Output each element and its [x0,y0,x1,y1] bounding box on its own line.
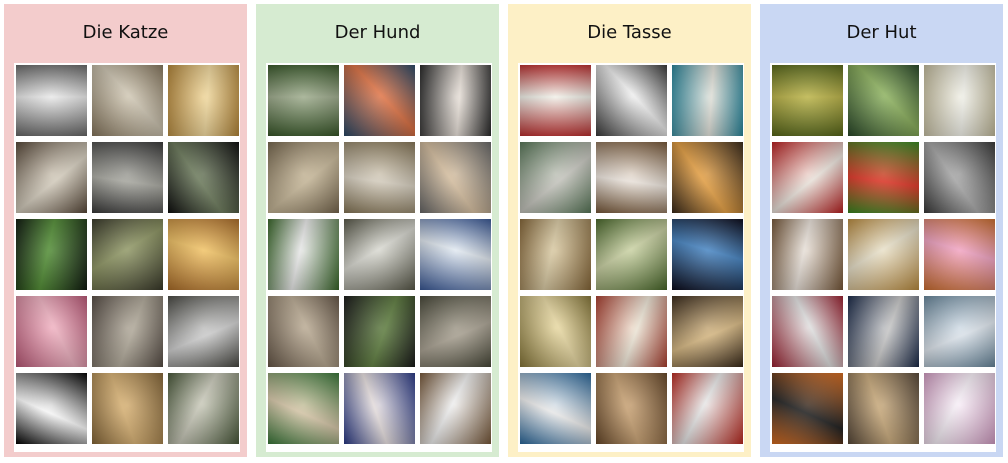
image-grid [520,65,743,444]
hat-photo [848,65,919,136]
hat-photo [772,142,843,213]
cat-photo [92,373,163,444]
cat-photo [16,373,87,444]
cat-photo [168,373,239,444]
hat-photo [848,373,919,444]
cat-photo [16,296,87,367]
dog-photo [420,65,491,136]
panel-hund: Der Hund [256,4,499,457]
cat-photo [168,65,239,136]
cup-photo [596,142,667,213]
cup-photo [596,296,667,367]
cup-photo [520,296,591,367]
cat-photo [168,219,239,290]
hat-photo [772,373,843,444]
panel-title: Die Katze [82,22,169,43]
hat-photo [772,219,843,290]
cup-photo [520,373,591,444]
cat-photo [16,142,87,213]
panel-katze: Die Katze [4,4,247,457]
hat-photo [924,373,995,444]
dog-photo [268,142,339,213]
cup-photo [596,219,667,290]
dog-photo [344,219,415,290]
panel-tasse: Die Tasse [508,4,751,457]
hat-photo [848,219,919,290]
cat-photo [168,296,239,367]
hat-photo [848,296,919,367]
dog-photo [268,296,339,367]
dog-photo [344,142,415,213]
cat-photo [92,296,163,367]
hat-photo [924,65,995,136]
cat-photo [92,142,163,213]
cup-photo [672,65,743,136]
hat-photo [848,142,919,213]
hat-photo [924,219,995,290]
hat-photo [924,296,995,367]
cup-photo [596,65,667,136]
dog-photo [344,296,415,367]
panel-title: Die Tasse [587,22,672,43]
panel-title: Der Hut [846,22,917,43]
cup-photo [520,219,591,290]
cup-photo [596,373,667,444]
dog-photo [420,296,491,367]
cup-photo [672,296,743,367]
dog-photo [268,219,339,290]
cat-photo [92,219,163,290]
dog-photo [268,373,339,444]
cat-photo [16,65,87,136]
cat-photo [16,219,87,290]
image-grid [268,65,491,444]
dog-photo [420,142,491,213]
dog-photo [344,65,415,136]
hat-photo [772,296,843,367]
dog-photo [268,65,339,136]
hat-photo [772,65,843,136]
dog-photo [420,373,491,444]
image-grid [16,65,239,444]
panel-hut: Der Hut [760,4,1003,457]
cup-photo [672,142,743,213]
cup-photo [672,373,743,444]
hat-photo [924,142,995,213]
cat-photo [92,65,163,136]
image-grid [772,65,995,444]
cup-photo [520,65,591,136]
dog-photo [344,373,415,444]
dog-photo [420,219,491,290]
cup-photo [672,219,743,290]
panel-title: Der Hund [334,22,421,43]
cup-photo [520,142,591,213]
cat-photo [168,142,239,213]
